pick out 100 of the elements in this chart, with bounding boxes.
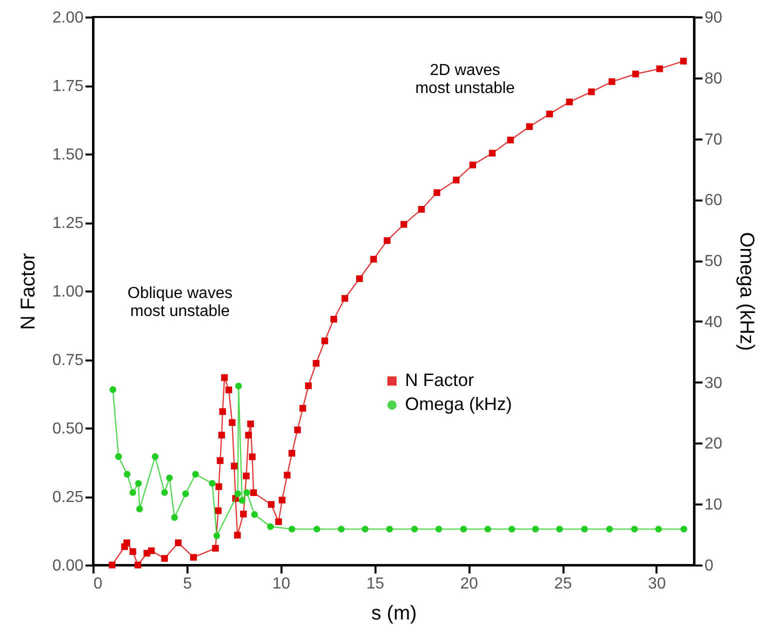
y-tick-label: 0.50 (52, 420, 84, 438)
x-tick-label: 20 (460, 576, 478, 592)
point (484, 526, 492, 532)
point (400, 221, 408, 228)
point (190, 554, 197, 561)
y2-tick-label: 90 (704, 10, 722, 26)
point (152, 453, 159, 460)
point (129, 548, 136, 555)
point (508, 526, 516, 532)
point (240, 510, 247, 518)
point (588, 88, 595, 96)
point (216, 457, 224, 464)
point (312, 360, 320, 367)
legend-label: Omega (kHz) (405, 394, 512, 414)
y2-axis-title: Omega (kHz) (735, 232, 758, 351)
point (342, 295, 348, 302)
x-tick-label: 25 (554, 576, 572, 592)
point (251, 511, 258, 518)
point (161, 489, 168, 496)
point (362, 526, 368, 532)
point (208, 480, 216, 487)
point (435, 526, 442, 532)
point (243, 489, 250, 496)
y2-tick-label: 20 (704, 436, 722, 453)
y-tick-label: 0.00 (52, 558, 84, 574)
point (192, 470, 199, 478)
point (115, 453, 122, 460)
point (460, 526, 467, 532)
point (370, 256, 377, 263)
point (248, 453, 256, 460)
point (221, 374, 228, 381)
point (148, 547, 155, 554)
point (215, 483, 222, 490)
point (218, 432, 226, 438)
point (129, 489, 136, 496)
annotation: 2D waves most unstable (415, 62, 515, 97)
point (418, 206, 425, 213)
point (219, 408, 226, 415)
point (245, 432, 252, 438)
point (275, 518, 282, 526)
point (136, 506, 143, 512)
x-tick-label: 10 (272, 576, 290, 592)
y2-tick-label: 80 (704, 70, 722, 88)
point (225, 386, 232, 394)
y2-tick-label: 60 (704, 192, 722, 210)
point (234, 532, 241, 538)
x-axis-title: s (m) (371, 602, 417, 624)
y-tick-label: 2.00 (52, 10, 84, 26)
point (123, 539, 130, 546)
point (108, 562, 116, 568)
x-tick-label: 5 (182, 576, 192, 592)
point (608, 78, 616, 86)
point (680, 58, 687, 64)
y2-tick-label: 0 (704, 558, 714, 574)
y-tick-label: 0.25 (52, 489, 84, 506)
point (606, 526, 613, 532)
y2-tick-label: 50 (704, 253, 722, 270)
point (250, 489, 257, 496)
point (680, 526, 688, 532)
point (247, 420, 254, 428)
point (212, 544, 219, 552)
y-tick-label: 0.75 (52, 352, 84, 369)
y-tick-label: 1.75 (52, 78, 84, 95)
point (656, 65, 663, 72)
point (507, 136, 514, 144)
point (278, 496, 286, 504)
point (213, 532, 220, 540)
point (488, 150, 496, 157)
point (234, 490, 242, 498)
point (171, 514, 178, 521)
point (228, 419, 236, 426)
point (166, 474, 173, 482)
point (230, 462, 238, 470)
point (338, 526, 345, 532)
x-tick-label: 0 (94, 576, 102, 592)
y2-tick-label: 30 (704, 374, 722, 392)
point (242, 472, 250, 480)
point (321, 338, 328, 344)
x-tick-label: 30 (648, 576, 666, 592)
annotation: Oblique waves most unstable (128, 285, 232, 320)
y-tick-label: 1.50 (52, 146, 84, 164)
y-tick-label: 1.25 (52, 215, 84, 232)
point (532, 526, 539, 532)
point (434, 189, 440, 196)
point (134, 562, 142, 568)
point (288, 450, 296, 457)
point (299, 404, 306, 412)
y2-tick-label: 10 (704, 496, 722, 514)
point (384, 237, 390, 244)
point (330, 316, 338, 323)
point (235, 382, 242, 390)
point (161, 555, 168, 562)
point (110, 386, 116, 393)
point (305, 382, 312, 390)
point (556, 526, 563, 532)
point (284, 472, 291, 478)
y-axis-title: N Factor (17, 252, 40, 330)
x-tick-label: 15 (366, 576, 384, 592)
point (294, 426, 301, 434)
point (581, 526, 588, 532)
